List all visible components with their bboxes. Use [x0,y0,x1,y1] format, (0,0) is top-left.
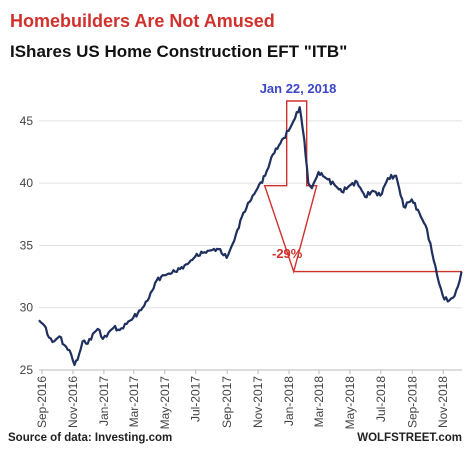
x-tick-label: Sep-2018 [405,376,419,428]
x-tick-label: Nov-2017 [251,376,265,428]
annotation-peak-date: Jan 22, 2018 [260,81,337,96]
x-tick-label: Jul-2018 [374,376,388,422]
x-tick-label: Sep-2017 [220,376,234,428]
x-tick-label: Jul-2017 [189,376,203,422]
y-tick-label: 40 [20,176,34,190]
chart-subtitle: IShares US Home Construction EFT "ITB" [10,42,347,61]
annotation-decline-percent: -29% [272,246,303,261]
chart-title: Homebuilders Are Not Amused [10,11,275,31]
x-tick-label: Jan-2017 [97,376,111,426]
y-tick-label: 35 [20,238,34,252]
brand-watermark: WOLFSTREET.com [357,432,462,444]
series-line [38,106,463,367]
series-layer [38,106,463,367]
source-note: Source of data: Investing.com [8,432,172,444]
annotation-shapes [263,100,462,275]
y-axis: 25 30 35 40 45 [20,114,34,377]
y-tick-label: 45 [20,114,34,128]
x-tick-label: May-2018 [343,376,357,430]
x-tick-label: Nov-2016 [66,376,80,428]
x-tick-label: May-2017 [158,376,172,430]
y-tick-label: 30 [20,301,34,315]
decline-arrow [263,100,318,275]
x-axis: Sep-2016 Nov-2016 Jan-2017 Mar-2017 May-2017… [35,370,450,429]
x-tick-label: Nov-2018 [436,376,450,428]
x-tick-label: Sep-2016 [35,376,49,428]
x-tick-label: Mar-2018 [312,376,326,428]
x-tick-label: Mar-2017 [127,376,141,428]
y-tick-label: 25 [20,363,34,377]
x-tick-label: Jan-2018 [282,376,296,426]
grid [39,120,462,371]
